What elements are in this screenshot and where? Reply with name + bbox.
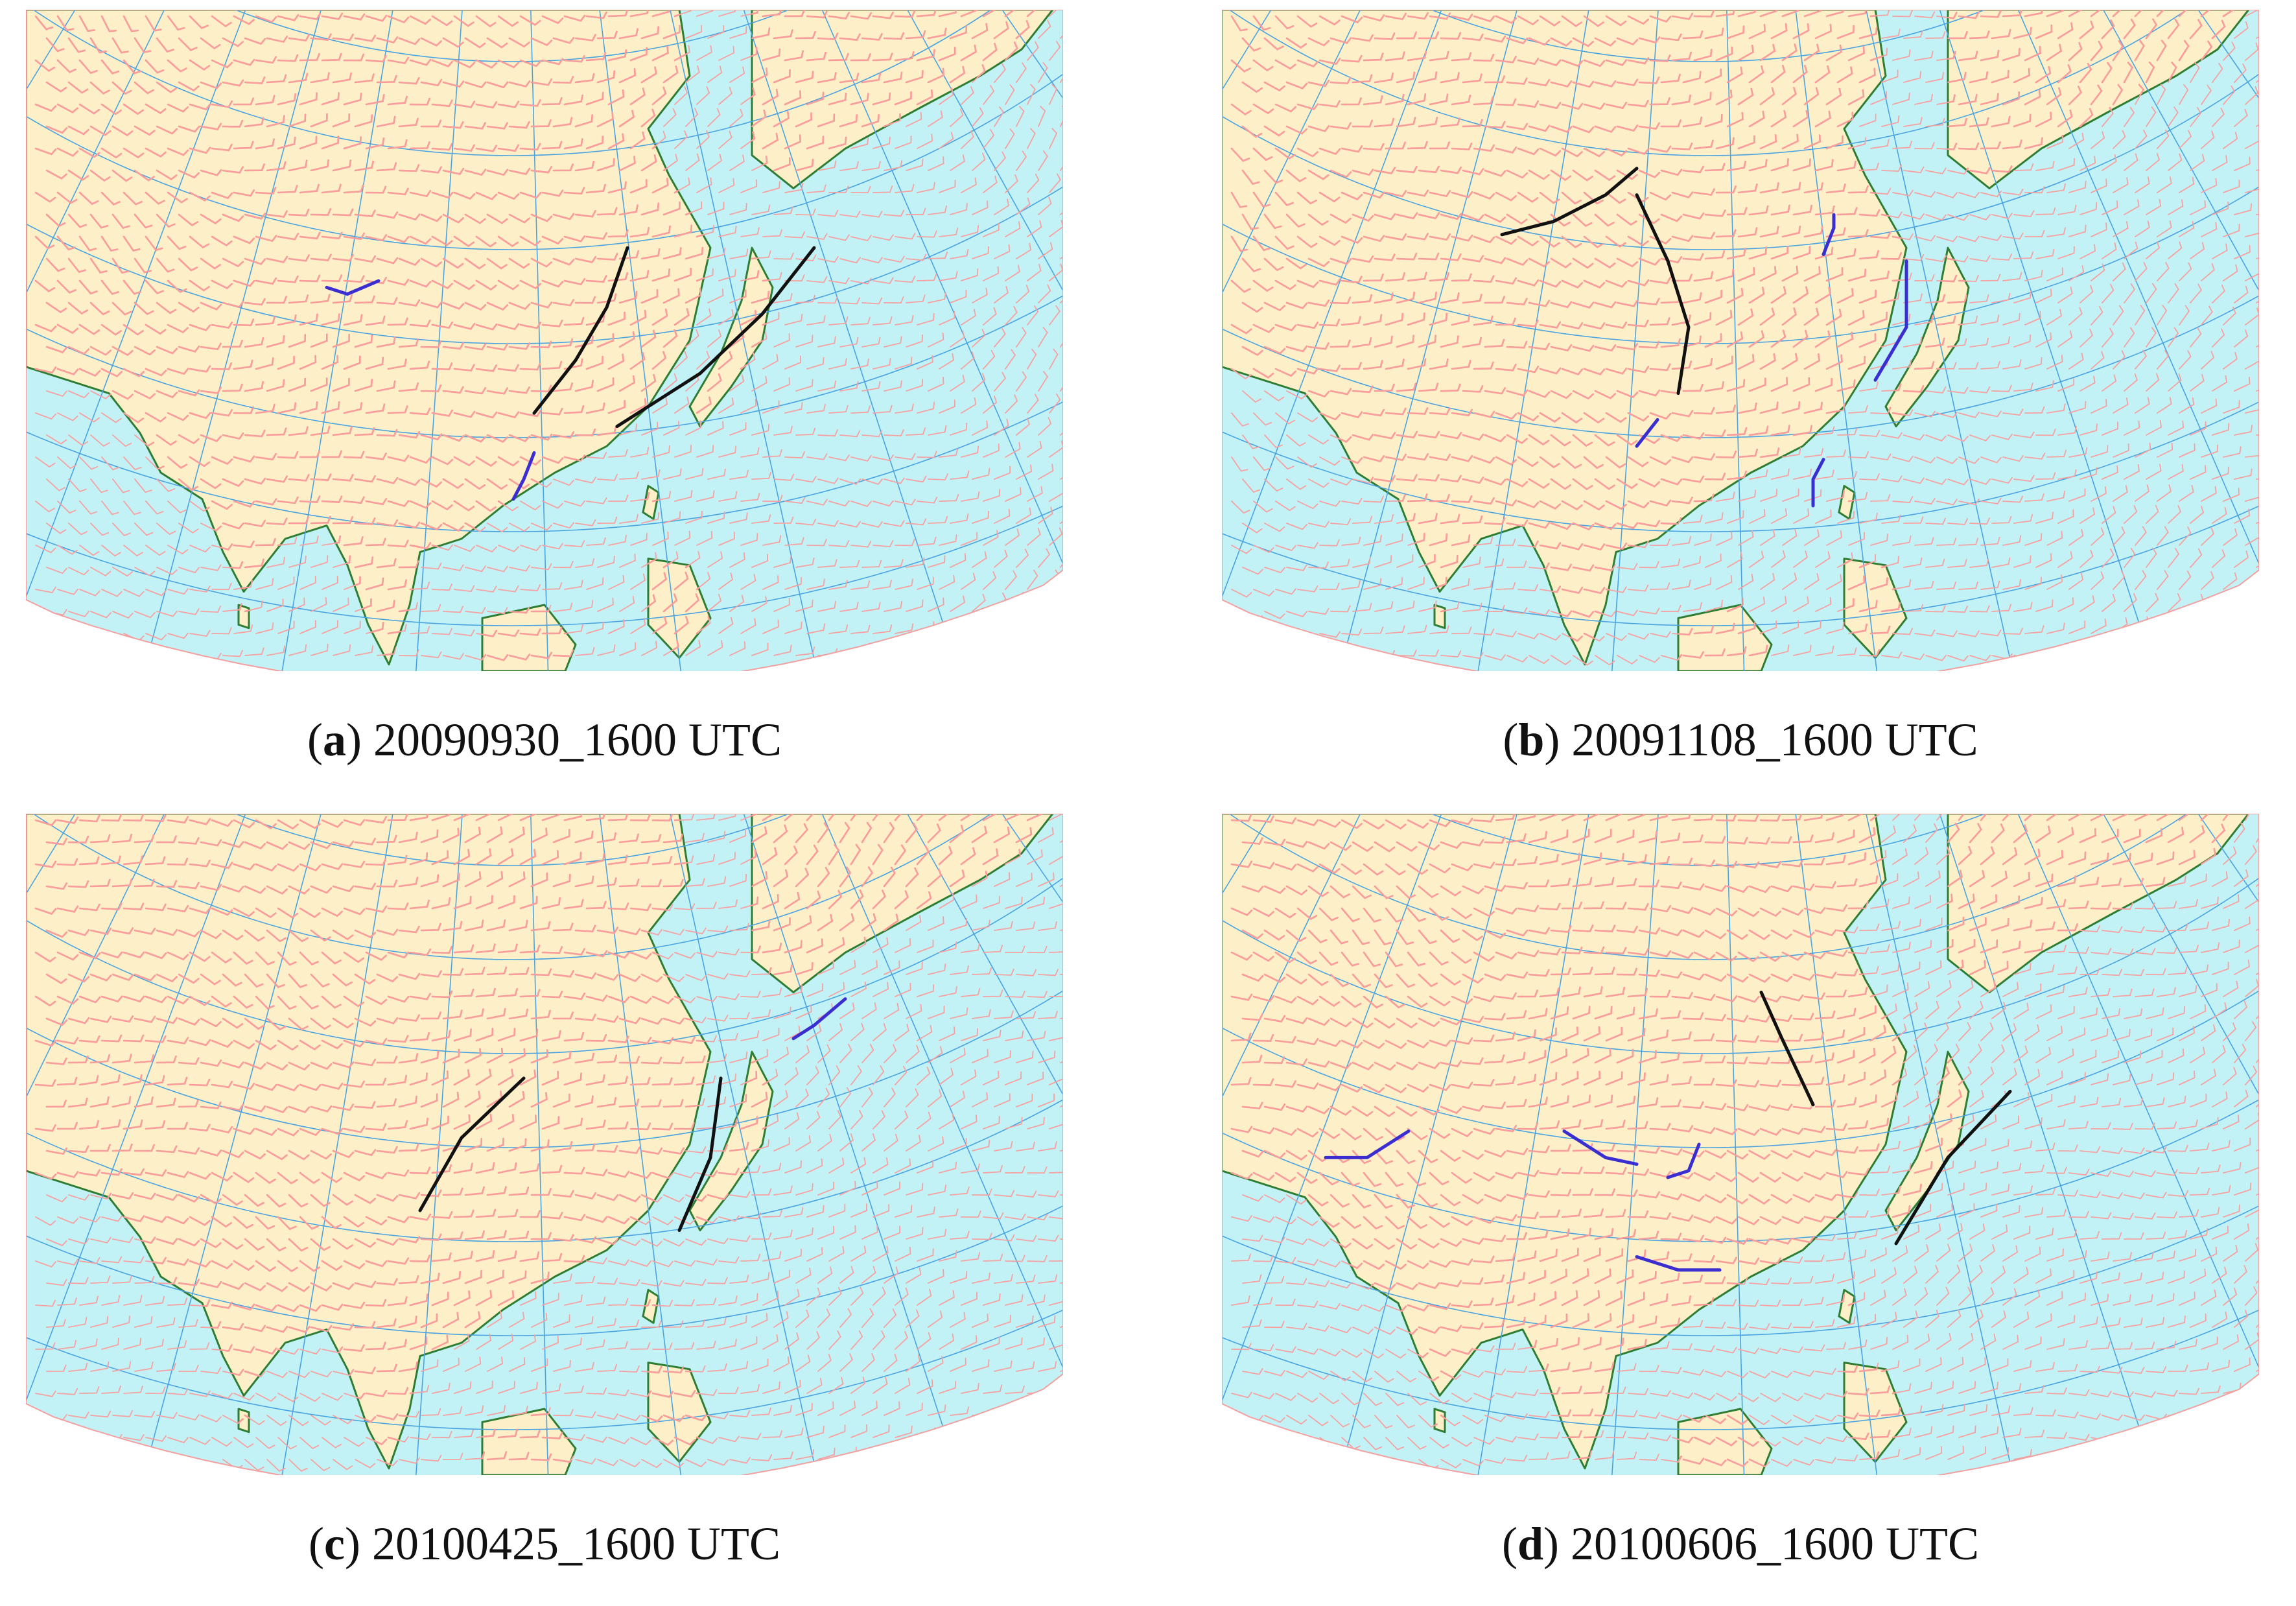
panel-a: (a) 20090930_1600 UTC (26, 10, 1063, 775)
shear-line-4 (1635, 1255, 1722, 1272)
shear-line-1 (791, 997, 847, 1041)
panel-b: (b) 20091108_1600 UTC (1222, 10, 2259, 775)
map-panel-d (1222, 814, 2259, 1475)
graticule (26, 10, 1063, 671)
trough-line-2 (677, 1076, 723, 1233)
caption-letter: a (323, 714, 346, 766)
trough-line-1 (532, 246, 629, 415)
wind-barbs (1230, 814, 2259, 1472)
shear-line-2 (1562, 1129, 1639, 1166)
trough-line-1 (418, 1076, 526, 1212)
land-philippines (647, 558, 712, 659)
caption-a: (a) 20090930_1600 UTC (307, 714, 782, 766)
caption-timestamp: 20091108_1600 UTC (1571, 714, 1978, 766)
trough-line-2 (615, 246, 816, 429)
caption-letter: b (1518, 714, 1545, 766)
caption-timestamp: 20100425_1600 UTC (371, 1518, 780, 1570)
wind-barbs (1230, 10, 2259, 669)
land-taiwan (642, 1288, 660, 1324)
caption-timestamp: 20090930_1600 UTC (373, 714, 782, 766)
wind-barbs (34, 10, 1063, 666)
shear-line-3 (1822, 213, 1836, 256)
land-japan (688, 1050, 774, 1232)
land-eurasia (26, 814, 712, 1470)
shear-line-4 (1811, 458, 1825, 508)
trough-line-2 (1635, 193, 1691, 396)
map-border (1222, 10, 2259, 671)
caption-letter: c (324, 1518, 345, 1570)
trough-line-2 (1894, 1089, 2012, 1246)
shear-line-3 (1666, 1142, 1701, 1179)
land-eurasia (26, 10, 712, 666)
land-sri-lanka (1433, 604, 1446, 630)
land-northeast-asia (751, 10, 1054, 189)
land-sri-lanka (1433, 1408, 1446, 1434)
trough-line-1 (1759, 990, 1815, 1107)
land-japan (1884, 246, 1970, 428)
panel-d: (d) 20100606_1600 UTC (1222, 814, 2259, 1579)
land-philippines (1843, 1362, 1908, 1463)
shear-line-2 (511, 451, 536, 501)
panel-c: (c) 20100425_1600 UTC (26, 814, 1063, 1579)
map-panel-b (1222, 10, 2259, 671)
shear-line-1 (1635, 418, 1659, 448)
map-panel-c (26, 814, 1063, 1475)
graticule (26, 814, 1063, 1475)
caption-b: (b) 20091108_1600 UTC (1503, 714, 1978, 766)
map-panel-a (26, 10, 1063, 671)
land-northeast-asia (1947, 10, 2250, 189)
trough-line-1 (1500, 167, 1639, 237)
shear-line-1 (1324, 1129, 1411, 1159)
map-border (1222, 814, 2259, 1475)
caption-c: (c) 20100425_1600 UTC (309, 1518, 780, 1570)
land-eurasia (1222, 10, 1908, 666)
map-border (26, 814, 1063, 1475)
land-japan (1884, 1050, 1970, 1232)
caption-d: (d) 20100606_1600 UTC (1501, 1518, 1979, 1570)
shear-line-2 (1873, 259, 1908, 382)
map-border (26, 10, 1063, 671)
caption-letter: d (1517, 1518, 1544, 1570)
land-borneo (481, 604, 577, 671)
land-taiwan (642, 484, 660, 520)
caption-timestamp: 20100606_1600 UTC (1571, 1518, 1979, 1570)
shear-line-1 (325, 279, 381, 296)
